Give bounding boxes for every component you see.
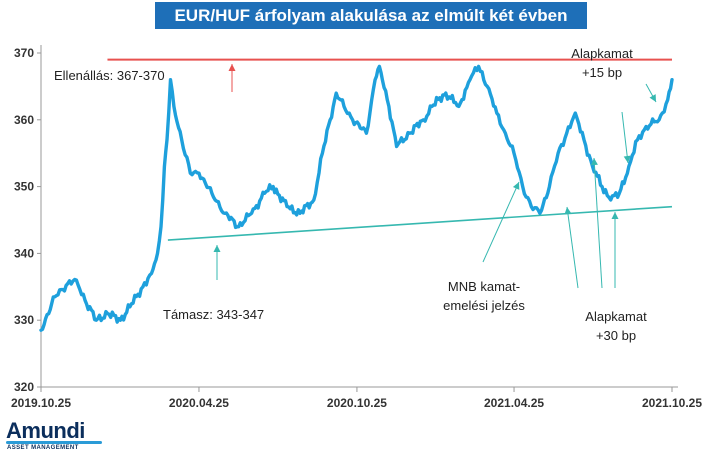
reference-lines [107,58,673,241]
logo-swoosh [6,441,102,444]
y-tick-label: 360 [14,113,34,127]
eurhuf-series-line [39,64,674,332]
chart-title: EUR/HUF árfolyam alakulása az elmúlt két… [155,2,587,29]
y-tick-label: 320 [14,380,34,394]
rate15-arrow-2-head [623,155,631,163]
y-axis-ticks: 320 330 340 350 360 370 [14,46,41,394]
x-tick-label: 2020.04.25 [169,396,229,410]
annotation-line: Ellenállás: 367-370 [54,68,165,83]
annotation-line: +15 bp [582,65,622,80]
rate30-arrow-1 [566,206,579,289]
mnb-arrow-head [512,182,520,190]
annotation-line: Alapkamat [571,46,633,61]
logo-subtitle: ASSET MANAGEMENT [7,445,79,451]
annotation-arrows [213,64,657,289]
support-line [167,205,673,241]
x-tick-label: 2020.10.25 [327,396,387,410]
rate30-arrow-2 [593,157,603,289]
annotation-mnb: MNB kamat-emelési jelzés [443,279,525,313]
y-tick-label: 340 [14,246,34,260]
x-tick-label: 2021.10.25 [642,396,702,410]
annotation-rate15: Alapkamat +15 bp [571,46,633,80]
rate30-arrow-3-head [611,212,619,219]
rate30-arrow-1-head [564,207,572,215]
annotation-line: MNB kamat- [448,279,520,294]
y-tick-label: 330 [14,313,34,327]
annotation-line: Támasz: 343-347 [163,307,264,322]
annotation-line: emelési jelzés [443,298,525,313]
chart-axes [40,45,678,388]
rate15-arrow-2 [621,111,629,164]
annotation-resistance: Ellenállás: 367-370 [54,68,165,83]
annotation-layer: Ellenállás: 367-370 Támasz: 343-347 MNB ka… [54,46,647,343]
annotation-line: Alapkamat [585,309,647,324]
annotation-support: Támasz: 343-347 [163,307,264,322]
y-tick-label: 370 [14,46,34,60]
annotation-line: +30 bp [596,328,636,343]
x-tick-label: 2021.04.25 [484,396,544,410]
x-axis-ticks: 2019.10.25 2020.04.25 2020.10.25 2021.04.25… [11,387,702,410]
x-tick-label: 2019.10.25 [11,396,71,410]
rate30-arrow-2-head [590,158,598,166]
rate15-arrow-1-head [649,94,656,102]
logo-wordmark: Amundi [6,418,85,443]
mnb-arrow [482,181,520,263]
annotation-rate30: Alapkamat +30 bp [585,309,647,343]
support-arrow-head [213,245,221,252]
y-tick-label: 350 [14,180,34,194]
resistance-arrow-head [228,64,236,71]
series-layer [39,64,674,332]
amundi-logo: Amundi ASSET MANAGEMENT [6,418,106,458]
